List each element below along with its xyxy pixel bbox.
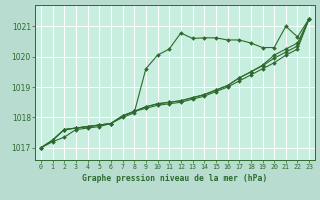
X-axis label: Graphe pression niveau de la mer (hPa): Graphe pression niveau de la mer (hPa) (82, 174, 268, 183)
